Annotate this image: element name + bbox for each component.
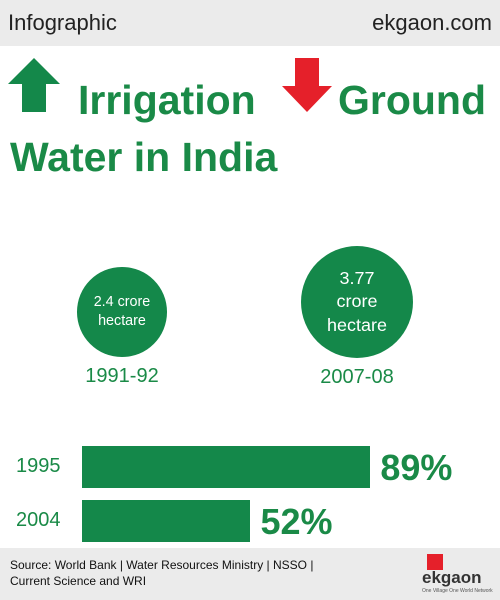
bar xyxy=(82,446,371,488)
bubble-label: 2.4 crore hectare xyxy=(93,294,151,329)
category-label: 1995 xyxy=(16,455,61,477)
bar-value-label: 89% xyxy=(380,447,453,488)
year-label: 1991-92 xyxy=(85,364,159,387)
bubble: 3.77 crore hectare xyxy=(300,245,414,359)
source: Source: World Bank | Water Resources Min… xyxy=(10,558,314,588)
logo-tagline: One Village One World Network xyxy=(422,588,493,594)
up-arrow xyxy=(8,58,60,112)
year-label: 2007-08 xyxy=(320,366,394,389)
bubble: 2.4 crore hectare xyxy=(77,267,167,357)
footer-bar xyxy=(0,548,500,600)
down-arrow xyxy=(282,58,332,112)
title-part: Water in India xyxy=(10,134,278,180)
title-part: Irrigation xyxy=(78,77,256,123)
header-bar xyxy=(0,0,500,46)
header-left: Infographic xyxy=(8,10,117,35)
bar-value-label: 52% xyxy=(260,501,333,542)
logo-name: ekgaon xyxy=(422,568,482,587)
title-part: Ground xyxy=(338,77,487,123)
header-right: ekgaon.com xyxy=(372,10,492,35)
logo-icon xyxy=(427,554,443,570)
category-label: 2004 xyxy=(16,509,61,531)
bubble-label: 3.77 crore hectare xyxy=(327,267,387,335)
bar xyxy=(82,500,251,542)
